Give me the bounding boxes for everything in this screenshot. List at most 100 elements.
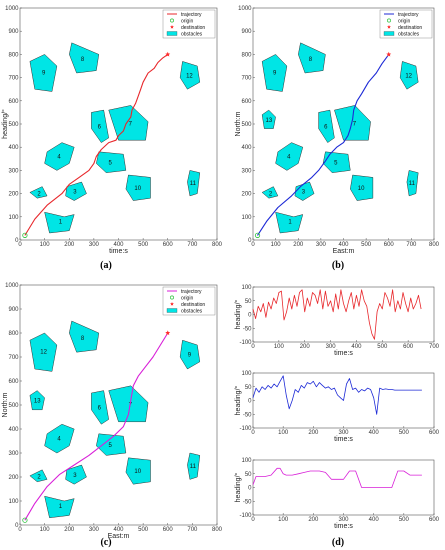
obstacle-label-3: 3 <box>73 473 77 479</box>
obstacle-label-9: 9 <box>273 70 277 76</box>
x-axis-label: East:m <box>333 248 355 255</box>
legend-label: origin <box>181 295 193 301</box>
obstacle-9 <box>261 54 288 92</box>
x-tick-label: 400 <box>113 242 124 248</box>
obstacle-8 <box>69 320 100 353</box>
y-tick-label: 300 <box>8 168 19 174</box>
obstacle-8 <box>69 42 100 74</box>
obstacle-label-3: 3 <box>302 190 306 196</box>
obstacle-label-6: 6 <box>324 124 328 130</box>
trajectory-line <box>24 53 169 236</box>
x-tick-label: 600 <box>403 344 414 350</box>
obstacle-10 <box>125 174 151 201</box>
x-tick-label: 700 <box>187 527 198 533</box>
y-tick-label: -100 <box>239 426 252 432</box>
obstacle-label-13: 13 <box>34 399 41 405</box>
obstacle-9 <box>29 54 58 92</box>
obstacle-2 <box>29 469 48 483</box>
obstacle-4 <box>44 142 75 171</box>
plot-frame <box>252 286 435 343</box>
obstacle-13 <box>261 109 276 129</box>
x-tick-label: 400 <box>113 527 124 533</box>
y-tick-label: 50 <box>245 299 252 305</box>
x-tick-label: 800 <box>429 242 440 248</box>
obstacle-13 <box>29 390 45 411</box>
obstacle-6 <box>91 390 109 425</box>
y-tick-label: 0 <box>15 238 19 244</box>
y-tick-label: 200 <box>8 475 19 481</box>
y-tick-label: 200 <box>241 192 252 198</box>
y-tick-label: -50 <box>243 499 252 505</box>
x-tick-label: 0 <box>251 242 255 248</box>
x-tick-label: 200 <box>293 242 304 248</box>
legend-swatch-obstacles <box>383 31 395 36</box>
x-tick-label: 100 <box>274 344 285 350</box>
obstacle-label-7: 7 <box>129 403 133 409</box>
obstacle-label-11: 11 <box>190 181 197 187</box>
obstacle-label-8: 8 <box>309 57 313 63</box>
obstacle-5 <box>322 151 351 173</box>
y-tick-label: 0 <box>15 523 19 529</box>
chart-d2: 0 100 200 300 400 500 600 -100 -50 0 50 100 time:s he… <box>234 371 440 443</box>
x-tick-label: 300 <box>338 517 349 523</box>
x-tick-label: 200 <box>64 242 75 248</box>
x-tick-label: 300 <box>89 242 100 248</box>
obstacle-1 <box>275 211 304 234</box>
legend-label: destination <box>181 302 205 308</box>
y-tick-label: 0 <box>248 486 252 492</box>
x-tick-label: 700 <box>429 344 440 350</box>
obstacle-label-1: 1 <box>288 219 292 225</box>
x-tick-label: 400 <box>351 344 362 350</box>
plot-frame <box>252 459 435 516</box>
y-tick-label: 1000 <box>238 6 252 12</box>
y-tick-label: 400 <box>8 145 19 151</box>
destination-marker <box>387 25 391 29</box>
obstacle-2 <box>261 186 279 199</box>
x-tick-label: 100 <box>278 430 289 436</box>
legend-swatch-origin <box>170 18 174 23</box>
y-tick-label: 0 <box>248 238 252 244</box>
x-tick-label: 500 <box>399 517 410 523</box>
legend-swatch-origin <box>387 18 391 23</box>
destination-marker <box>170 25 174 29</box>
legend-label: origin <box>181 18 193 24</box>
obstacle-label-13: 13 <box>265 118 272 124</box>
x-tick-label: 0 <box>251 344 255 350</box>
trajectory-line <box>257 54 390 236</box>
obstacle-label-4: 4 <box>57 154 61 160</box>
legend-label: trajectory <box>181 289 202 295</box>
obstacle-label-11: 11 <box>190 464 197 470</box>
obstacle-label-5: 5 <box>334 161 338 167</box>
x-tick-label: 400 <box>369 517 380 523</box>
obstacle-12 <box>179 61 201 90</box>
x-tick-label: 800 <box>212 242 223 248</box>
obstacle-4 <box>44 423 75 454</box>
obstacle-label-10: 10 <box>134 186 141 192</box>
legend-label: destination <box>398 25 422 31</box>
y-tick-label: 600 <box>8 379 19 385</box>
obstacle-label-10: 10 <box>358 186 365 192</box>
x-tick-label: 400 <box>338 242 349 248</box>
y-tick-label: 800 <box>241 52 252 58</box>
x-tick-label: 500 <box>399 430 410 436</box>
y-tick-label: 500 <box>8 122 19 128</box>
y-tick-label: 100 <box>241 285 252 291</box>
y-tick-label: 900 <box>241 29 252 35</box>
y-tick-label: 400 <box>8 427 19 433</box>
y-tick-label: 700 <box>8 76 19 82</box>
legend-label: origin <box>398 18 410 24</box>
obstacle-4 <box>275 142 304 171</box>
x-axis-label: time:s <box>334 523 353 530</box>
x-tick-label: 200 <box>308 517 319 523</box>
x-axis-label: time:s <box>334 436 353 443</box>
x-tick-label: 500 <box>138 242 149 248</box>
obstacle-label-5: 5 <box>108 161 112 167</box>
x-axis-label: time:s <box>334 350 353 357</box>
obstacle-10 <box>350 174 374 201</box>
obstacle-label-8: 8 <box>81 57 85 63</box>
x-tick-label: 600 <box>429 517 440 523</box>
x-tick-label: 600 <box>429 430 440 436</box>
y-tick-label: 50 <box>245 472 252 478</box>
obstacle-1 <box>44 495 75 519</box>
